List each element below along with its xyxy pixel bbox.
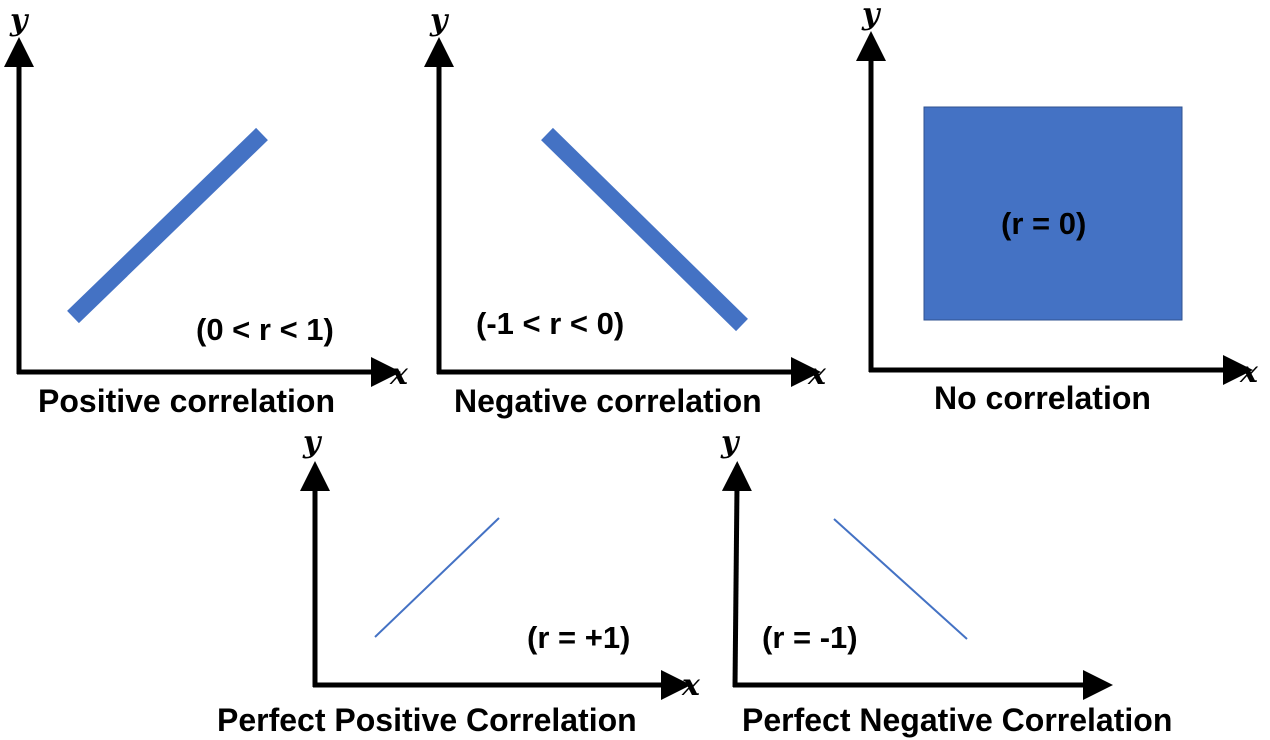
panel-caption: Negative correlation [454, 383, 762, 419]
panel-positive-correlation: y x (0 < r < 1) Positive correlation [4, 3, 409, 419]
y-axis-label: y [429, 3, 450, 38]
panel-perfect-positive-correlation: y x (r = +1) Perfect Positive Correlatio… [217, 425, 701, 738]
panel-caption: Positive correlation [38, 383, 335, 419]
r-range-label: (-1 < r < 0) [476, 306, 624, 341]
y-axis-label: y [9, 3, 30, 38]
scatter-region-block [923, 106, 1183, 321]
y-axis [721, 461, 752, 688]
r-range-label: (0 < r < 1) [196, 312, 334, 347]
y-axis-label: y [861, 0, 882, 32]
perfect-negative-line [833, 518, 968, 640]
r-value-label: (r = 0) [1001, 206, 1086, 241]
y-axis-label: y [720, 425, 741, 460]
negative-trend-band [541, 127, 748, 332]
y-axis-label: y [302, 425, 323, 460]
panel-perfect-negative-correlation: y (r = -1) Perfect Negative Correlation [720, 425, 1172, 738]
r-value-label: (r = +1) [527, 620, 630, 655]
x-axis-label: x [389, 357, 409, 392]
positive-trend-band [67, 127, 268, 324]
x-axis-label: x [807, 357, 827, 392]
panel-caption: Perfect Negative Correlation [742, 702, 1172, 738]
x-axis-label: x [681, 668, 701, 703]
panel-caption: Perfect Positive Correlation [217, 702, 637, 738]
panel-no-correlation: y x (r = 0) No correlation [856, 0, 1259, 416]
r-value-label: (r = -1) [762, 620, 858, 655]
panel-caption: No correlation [934, 380, 1151, 416]
x-axis-label: x [1239, 355, 1259, 390]
perfect-positive-line [374, 517, 500, 638]
panel-negative-correlation: y x (-1 < r < 0) Negative correlation [424, 3, 827, 419]
